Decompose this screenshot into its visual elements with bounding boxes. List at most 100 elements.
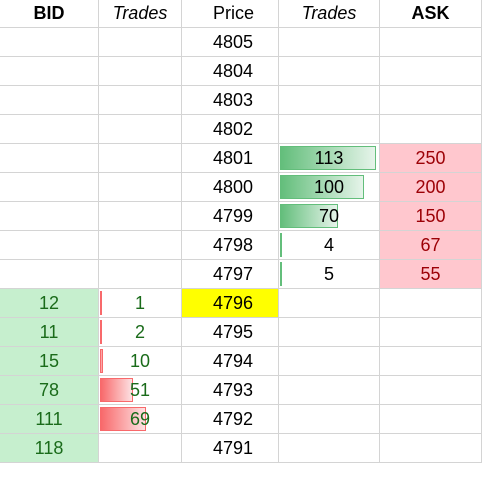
price-cell[interactable]: 4796: [182, 289, 279, 318]
ask-trades-cell[interactable]: [279, 86, 380, 115]
bid-trades-cell[interactable]: [99, 86, 182, 115]
price-cell-value: 4795: [213, 321, 254, 342]
price-cell[interactable]: 4794: [182, 347, 279, 376]
ask-trades-cell[interactable]: [279, 376, 380, 405]
price-cell-value: 4801: [213, 147, 254, 168]
ask-trades-cell[interactable]: 4: [279, 231, 380, 260]
ask-cell[interactable]: [380, 57, 482, 86]
ask-trades-cell[interactable]: 113: [279, 144, 380, 173]
price-cell-value: 4793: [213, 379, 254, 400]
ask-cell[interactable]: 250: [380, 144, 482, 173]
ask-cell[interactable]: [380, 434, 482, 463]
ask-trades-cell[interactable]: [279, 57, 380, 86]
price-cell[interactable]: 4800: [182, 173, 279, 202]
price-cell-value: 4802: [213, 118, 254, 139]
ask-trades-cell-value: 4: [323, 234, 334, 255]
price-cell[interactable]: 4797: [182, 260, 279, 289]
price-cell-value: 4799: [213, 205, 254, 226]
table-row: 4801 113 250: [0, 144, 482, 173]
bid-trades-cell[interactable]: [99, 260, 182, 289]
bid-cell[interactable]: [0, 144, 99, 173]
ask-trades-cell[interactable]: [279, 318, 380, 347]
price-cell-value: 4800: [213, 176, 254, 197]
bid-trades-cell[interactable]: [99, 202, 182, 231]
ask-cell[interactable]: 55: [380, 260, 482, 289]
trades-databar: [280, 146, 376, 170]
bid-cell[interactable]: 12: [0, 289, 99, 318]
price-cell[interactable]: 4798: [182, 231, 279, 260]
bid-cell[interactable]: [0, 231, 99, 260]
header-ask-trades[interactable]: Trades: [279, 0, 380, 28]
header-ask[interactable]: ASK: [380, 0, 482, 28]
ask-cell[interactable]: [380, 318, 482, 347]
ask-trades-cell[interactable]: 5: [279, 260, 380, 289]
ask-cell[interactable]: [380, 86, 482, 115]
header-bid-trades[interactable]: Trades: [99, 0, 182, 28]
bid-cell[interactable]: 118: [0, 434, 99, 463]
trades-databar: [280, 204, 338, 228]
ask-cell[interactable]: [380, 405, 482, 434]
ask-cell[interactable]: 67: [380, 231, 482, 260]
bid-cell[interactable]: [0, 28, 99, 57]
ask-cell[interactable]: [380, 115, 482, 144]
price-cell[interactable]: 4792: [182, 405, 279, 434]
ask-trades-cell-value: 5: [323, 263, 334, 284]
bid-cell[interactable]: [0, 173, 99, 202]
ask-cell[interactable]: [380, 376, 482, 405]
price-cell[interactable]: 4802: [182, 115, 279, 144]
price-cell[interactable]: 4793: [182, 376, 279, 405]
table-row: 118 4791: [0, 434, 482, 463]
trades-databar: [280, 175, 365, 199]
ask-trades-cell-value: 70: [318, 205, 340, 226]
bid-trades-cell[interactable]: 1: [99, 289, 182, 318]
ask-cell[interactable]: 150: [380, 202, 482, 231]
ask-trades-cell[interactable]: 100: [279, 173, 380, 202]
ask-trades-cell[interactable]: [279, 405, 380, 434]
ask-trades-cell[interactable]: [279, 289, 380, 318]
table-row: 111 69 4792: [0, 405, 482, 434]
bid-trades-cell[interactable]: [99, 173, 182, 202]
bid-trades-cell[interactable]: [99, 144, 182, 173]
bid-cell[interactable]: [0, 260, 99, 289]
bid-trades-cell[interactable]: [99, 28, 182, 57]
bid-trades-cell[interactable]: [99, 434, 182, 463]
ask-cell-value: 200: [415, 176, 446, 197]
bid-cell[interactable]: 11: [0, 318, 99, 347]
bid-cell[interactable]: [0, 57, 99, 86]
price-cell-value: 4791: [213, 437, 254, 458]
bid-trades-cell[interactable]: [99, 57, 182, 86]
price-cell[interactable]: 4804: [182, 57, 279, 86]
ask-cell[interactable]: [380, 347, 482, 376]
table-row: 78 51 4793: [0, 376, 482, 405]
ask-trades-cell[interactable]: 70: [279, 202, 380, 231]
bid-cell[interactable]: [0, 86, 99, 115]
bid-trades-cell[interactable]: 69: [99, 405, 182, 434]
ask-cell[interactable]: [380, 289, 482, 318]
price-cell[interactable]: 4795: [182, 318, 279, 347]
ask-trades-cell[interactable]: [279, 115, 380, 144]
bid-trades-cell[interactable]: 51: [99, 376, 182, 405]
bid-cell[interactable]: [0, 202, 99, 231]
price-cell[interactable]: 4801: [182, 144, 279, 173]
ask-cell[interactable]: [380, 28, 482, 57]
bid-cell[interactable]: [0, 115, 99, 144]
ask-trades-cell[interactable]: [279, 28, 380, 57]
ask-trades-cell-value: 100: [313, 176, 345, 197]
bid-cell[interactable]: 78: [0, 376, 99, 405]
header-bid[interactable]: BID: [0, 0, 99, 28]
price-cell-value: 4796: [213, 292, 254, 313]
bid-cell[interactable]: 111: [0, 405, 99, 434]
ask-trades-cell[interactable]: [279, 347, 380, 376]
bid-trades-cell[interactable]: [99, 115, 182, 144]
header-price[interactable]: Price: [182, 0, 279, 28]
ask-cell[interactable]: 200: [380, 173, 482, 202]
price-cell[interactable]: 4791: [182, 434, 279, 463]
bid-trades-cell[interactable]: 10: [99, 347, 182, 376]
price-cell[interactable]: 4805: [182, 28, 279, 57]
price-cell[interactable]: 4803: [182, 86, 279, 115]
bid-trades-cell[interactable]: [99, 231, 182, 260]
ask-trades-cell[interactable]: [279, 434, 380, 463]
bid-cell[interactable]: 15: [0, 347, 99, 376]
bid-trades-cell[interactable]: 2: [99, 318, 182, 347]
price-cell[interactable]: 4799: [182, 202, 279, 231]
